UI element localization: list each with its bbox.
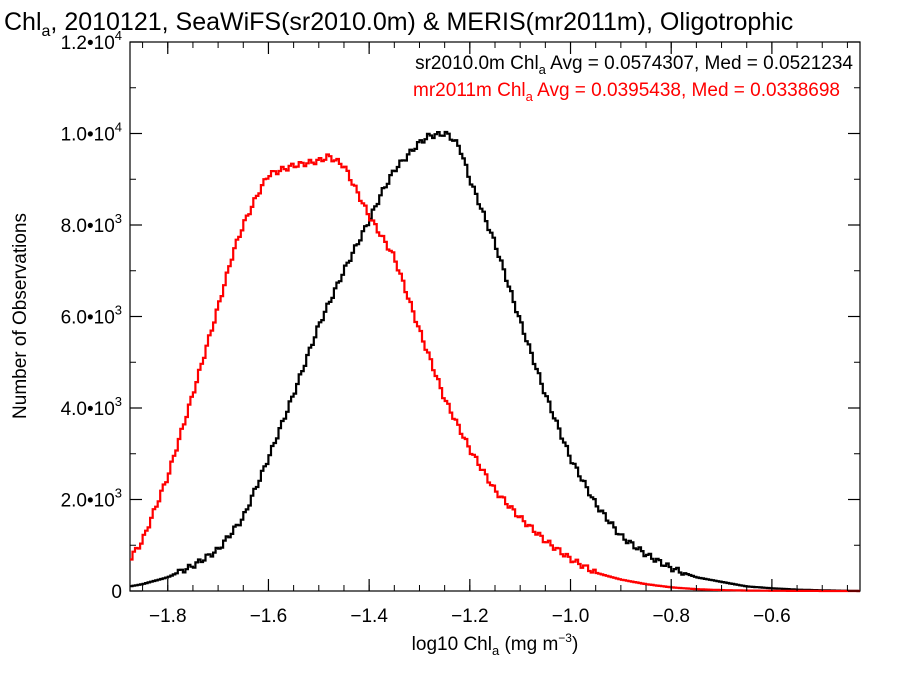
y-tick-label-5: 1.0•104 xyxy=(61,120,122,146)
xlabel-pre: log10 Chl xyxy=(412,634,492,655)
y-tick-label-4: 8.0•103 xyxy=(61,211,122,237)
stats-line-mr2011: mr2011m Chla Avg = 0.0395438, Med = 0.03… xyxy=(413,80,840,104)
stats-mr2011-pre: mr2011m Chl xyxy=(413,80,526,101)
xlabel-sub: a xyxy=(492,643,500,658)
x-tick-label-3: −1.2 xyxy=(451,606,489,627)
x-tick-label-1: −1.6 xyxy=(250,606,288,627)
y-axis-label: Number of Observations xyxy=(10,213,31,419)
stats-mr2011-post: Avg = 0.0395438, Med = 0.0338698 xyxy=(533,80,840,101)
stats-sr2010-pre: sr2010.0m Chl xyxy=(415,53,539,74)
x-tick-label-5: −0.8 xyxy=(652,606,690,627)
series-layer xyxy=(130,130,860,593)
y-tick-label-6: 1.2•104 xyxy=(61,28,122,54)
xlabel-mid: (mg m xyxy=(499,634,558,655)
y-tick-label-1: 2.0•103 xyxy=(61,486,122,512)
plot-frame xyxy=(129,41,861,592)
xlabel-post: ) xyxy=(572,634,578,655)
chart-title-pre: Chl xyxy=(4,8,42,36)
stats-sr2010-sub: a xyxy=(539,62,547,77)
chart-title-post: , 2010121, SeaWiFS(sr2010.0m) & MERIS(mr… xyxy=(50,8,793,36)
series-line-sr2010 xyxy=(130,130,860,593)
y-tick-label-0: 0 xyxy=(111,582,122,603)
stats-sr2010-post: Avg = 0.0574307, Med = 0.0521234 xyxy=(546,53,854,74)
x-tick-label-4: −1.0 xyxy=(552,606,590,627)
series-line-mr2011 xyxy=(130,153,860,593)
stats-mr2011-sub: a xyxy=(526,89,534,104)
stats-line-sr2010: sr2010.0m Chla Avg = 0.0574307, Med = 0.… xyxy=(415,53,853,77)
x-tick-label-6: −0.6 xyxy=(753,606,791,627)
y-tick-label-3: 6.0•103 xyxy=(61,303,122,329)
chart-title-sub: a xyxy=(42,23,51,40)
x-axis-label: log10 Chla (mg m−3) xyxy=(412,631,579,658)
x-tick-label-0: −1.8 xyxy=(149,606,187,627)
x-ticks: −1.8 −1.6 −1.4 −1.2 −1.0 −0.8 −0.6 xyxy=(142,42,848,627)
xlabel-sup: −3 xyxy=(558,631,572,645)
chart-title: Chla, 2010121, SeaWiFS(sr2010.0m) & MERI… xyxy=(4,8,793,40)
y-tick-label-2: 4.0•103 xyxy=(61,394,122,420)
x-tick-label-2: −1.4 xyxy=(350,606,388,627)
y-ticks: 0 2.0•103 4.0•103 6.0•103 8.0•103 1.0•104 1.2•… xyxy=(61,28,860,603)
